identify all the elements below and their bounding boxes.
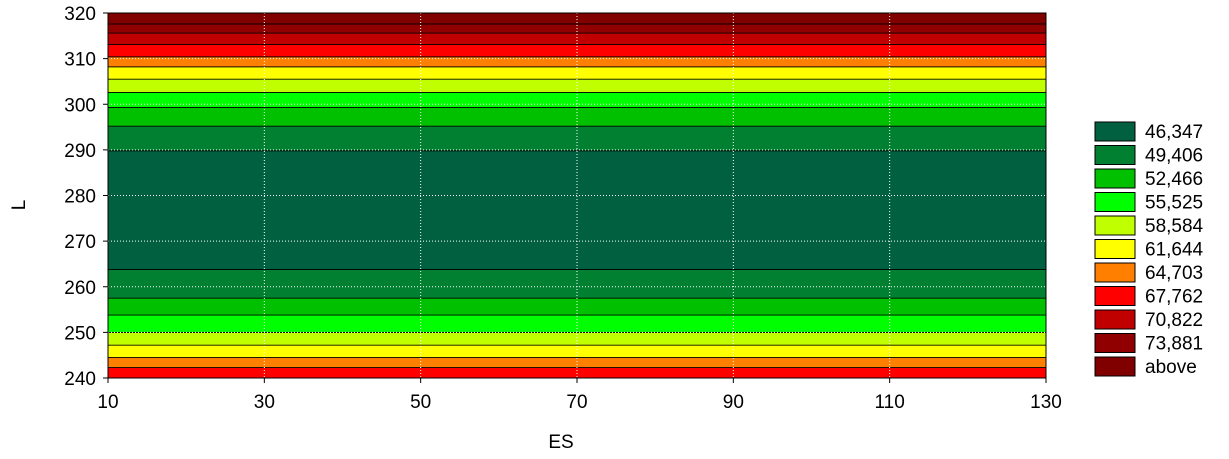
legend-swatch [1094,286,1136,306]
contour-band [107,107,1047,127]
legend-swatch [1094,145,1136,165]
legend-label: 49,406 [1145,146,1203,167]
y-tick-label: 300 [64,95,96,116]
y-axis-ticks: 240 250 260 270 280 290 300 310 320 [64,4,108,390]
y-tick-label: 290 [64,141,96,162]
legend-swatch [1094,333,1136,353]
contour-band [107,66,1047,80]
legend-label: 46,347 [1145,122,1203,143]
contour-band [107,314,1047,333]
contour-band [107,125,1047,152]
x-axis-ticks: 10 30 50 70 90 110 130 [97,378,1062,413]
legend-swatch [1094,262,1136,283]
legend-swatch [1094,215,1136,236]
legend-swatch [1094,168,1136,189]
legend-label: 73,881 [1145,334,1203,355]
legend-swatch [1094,239,1136,259]
y-tick-label: 270 [64,232,96,253]
legend-label: 61,644 [1145,240,1204,261]
legend-swatch [1094,356,1136,377]
grid-lines [108,13,1046,378]
legend-label: 55,525 [1145,193,1203,214]
legend-label: 67,762 [1145,287,1203,308]
y-tick-label: 320 [64,4,96,25]
x-tick-label: 90 [723,392,744,413]
legend-swatch [1094,121,1136,142]
legend-swatch [1094,309,1136,330]
legend-swatch [1094,192,1136,212]
x-tick-label: 70 [566,392,587,413]
legend-label: 58,584 [1145,216,1204,237]
x-axis-title: ES [548,432,573,453]
x-tick-label: 30 [254,392,275,413]
y-axis-title: L [9,200,30,211]
y-tick-label: 250 [64,323,96,344]
y-tick-label: 260 [64,278,96,299]
y-tick-label: 280 [64,187,96,208]
contour-band [107,297,1047,316]
legend-label: 70,822 [1145,310,1203,331]
x-tick-label: 130 [1030,392,1062,413]
legend-label: 52,466 [1145,169,1203,190]
y-tick-label: 310 [64,50,96,71]
legend-label: 64,703 [1145,263,1203,284]
y-tick-label: 240 [64,369,96,390]
legend-label: above [1145,357,1197,378]
x-tick-label: 10 [97,392,118,413]
x-tick-label: 50 [410,392,431,413]
x-tick-label: 110 [875,392,905,413]
contour-band [107,150,1047,270]
